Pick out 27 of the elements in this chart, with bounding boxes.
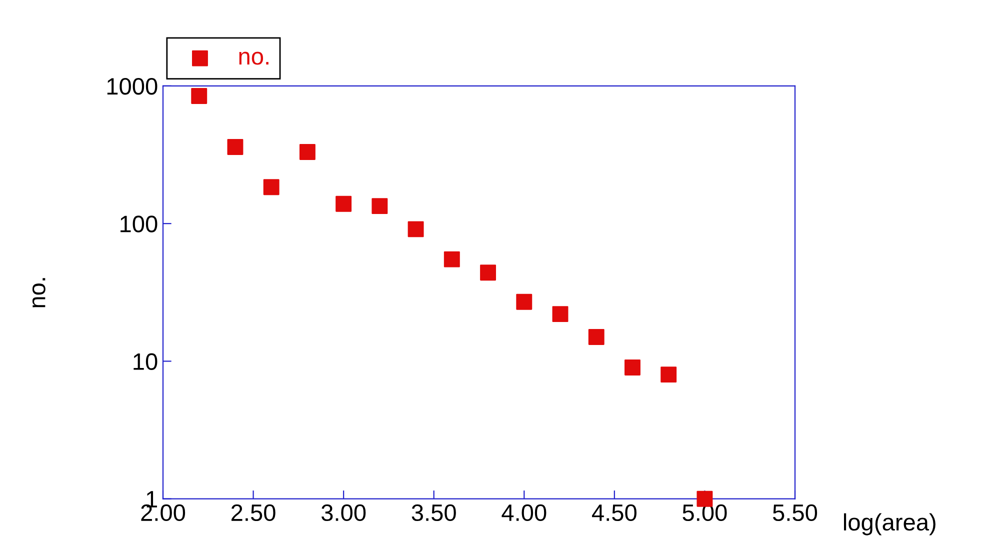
- y-tick-label: 1000: [107, 78, 158, 95]
- x-tick-label: 5.00: [682, 504, 727, 522]
- y-axis-title: no.: [32, 278, 46, 308]
- point: [552, 306, 568, 322]
- point: [372, 198, 388, 214]
- point: [191, 88, 208, 104]
- point: [660, 366, 677, 383]
- point: [408, 221, 424, 238]
- point: [336, 196, 352, 212]
- x-tick-label: 4.00: [502, 504, 546, 522]
- x-tick-label: 3.50: [412, 504, 456, 522]
- point: [444, 251, 460, 268]
- x-tick-label: 2.50: [232, 504, 276, 522]
- x-tick-label: 3.00: [321, 504, 366, 522]
- x-tick-label: 5.50: [772, 504, 818, 522]
- x-tick-label: 4.50: [592, 504, 636, 522]
- point: [263, 179, 280, 196]
- point: [588, 328, 604, 345]
- point: [480, 264, 496, 281]
- point: [227, 139, 244, 155]
- y-tick-label: 100: [120, 216, 158, 232]
- x-axis-title: log(area): [844, 513, 936, 536]
- point: [516, 294, 532, 310]
- point: [299, 144, 316, 160]
- y-tick-label: 10: [134, 353, 158, 370]
- point: [624, 360, 640, 376]
- legend-label: no.: [239, 52, 268, 65]
